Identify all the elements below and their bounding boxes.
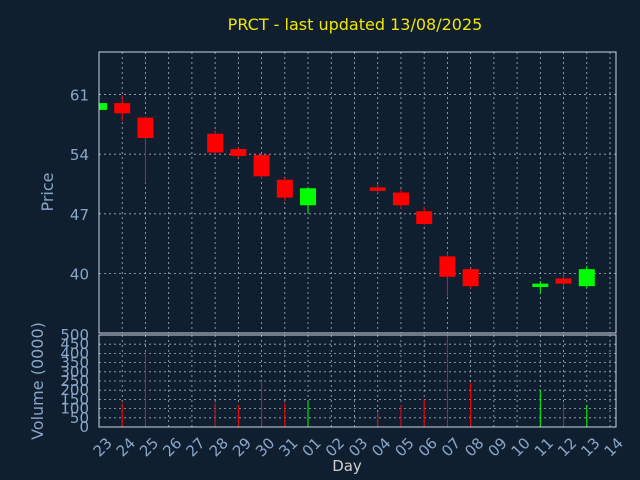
candle-body <box>392 192 409 206</box>
candle-body <box>99 103 107 110</box>
price-tick-label: 61 <box>70 87 89 105</box>
candle-body <box>114 103 131 114</box>
candle-body <box>276 179 293 198</box>
candle-body <box>137 117 154 139</box>
price-axis-label: Price <box>38 172 57 211</box>
x-tick-label: 14 <box>601 434 627 460</box>
volume-tick-label: 300 <box>60 363 89 381</box>
chart-title: PRCT - last updated 13/08/2025 <box>228 15 483 34</box>
volume-tick-label: 450 <box>60 335 89 353</box>
candles <box>98 95 595 297</box>
price-tick-label: 47 <box>70 206 89 224</box>
candle-body <box>207 133 224 153</box>
volume-tick-label: 500 <box>60 326 89 344</box>
price-panel: 40 47 54 61 <box>70 51 617 334</box>
candle-body <box>300 188 317 206</box>
volume-axis-label: Volume (0000) <box>28 322 47 440</box>
volume-bars <box>98 335 588 427</box>
candle-body <box>369 187 386 191</box>
candle-body <box>439 256 456 277</box>
volume-tick-label: 350 <box>60 354 89 372</box>
price-frame <box>98 51 617 334</box>
price-tick-label: 54 <box>70 146 89 164</box>
volume-grid <box>98 334 616 428</box>
volume-tick-label: 0 <box>79 418 89 436</box>
volume-tick-label: 50 <box>70 409 89 427</box>
price-tick-label: 40 <box>70 265 89 283</box>
price-y-ticks: 40 47 54 61 <box>70 87 89 284</box>
candle-body <box>462 269 479 287</box>
volume-tick-label: 150 <box>60 390 89 408</box>
candle-body <box>253 155 270 177</box>
volume-tick-label: 200 <box>60 381 89 399</box>
volume-tick-label: 250 <box>60 372 89 390</box>
volume-tick-label: 400 <box>60 344 89 362</box>
x-axis-label: Day <box>332 457 362 475</box>
volume-tick-label: 100 <box>60 400 89 418</box>
candle-body <box>230 149 247 156</box>
price-grid <box>98 52 616 333</box>
candle-body <box>416 211 433 225</box>
volume-frame <box>98 334 617 428</box>
candle-body <box>532 283 549 288</box>
candle-body <box>555 278 572 284</box>
candle-body <box>578 269 595 287</box>
